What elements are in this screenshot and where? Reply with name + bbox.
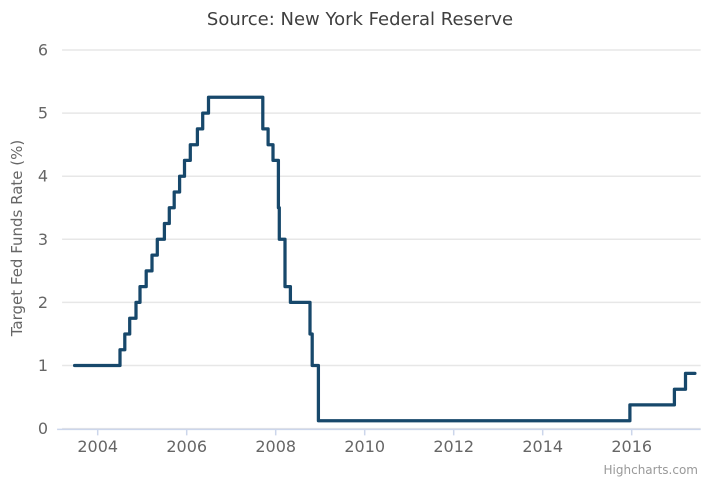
y-axis-label: 0 (38, 419, 48, 438)
y-axis-label: 1 (38, 356, 48, 375)
y-axis-label: 6 (38, 41, 48, 60)
x-axis-label: 2004 (77, 437, 118, 456)
x-axis-label: 2006 (166, 437, 207, 456)
x-axis-label: 2010 (344, 437, 385, 456)
x-axis-label: 2014 (522, 437, 563, 456)
x-axis-label: 2008 (255, 437, 296, 456)
chart-title: Source: New York Federal Reserve (206, 9, 514, 30)
highcharts-credits-link[interactable]: Highcharts.com (603, 463, 698, 477)
y-axis-label: 4 (38, 167, 48, 186)
y-axis-label: 2 (38, 293, 48, 312)
y-axis-label: 3 (38, 230, 48, 249)
y-axis-label: 5 (38, 104, 48, 123)
fed-funds-rate-series-line[interactable] (72, 95, 697, 423)
x-axis-label: 2012 (433, 437, 474, 456)
x-axis-label: 2016 (611, 437, 652, 456)
